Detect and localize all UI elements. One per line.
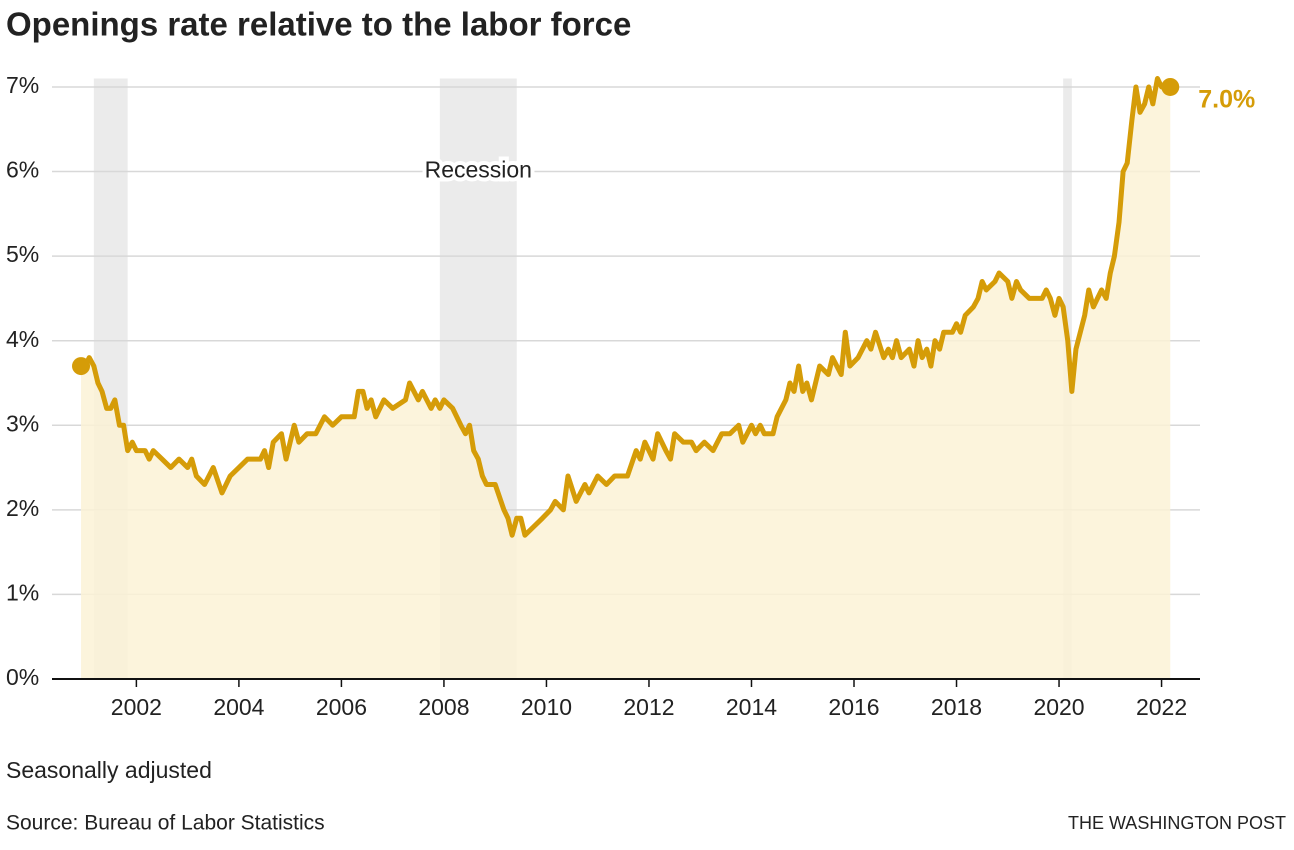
y-tick-label: 5%	[6, 241, 39, 267]
y-tick-label: 1%	[6, 580, 39, 606]
x-tick-label: 2022	[1136, 694, 1187, 720]
x-tick-label: 2012	[623, 694, 674, 720]
recession-label: Recession	[425, 157, 532, 183]
x-tick-label: 2004	[213, 694, 264, 720]
x-tick-label: 2006	[316, 694, 367, 720]
source: Source: Bureau of Labor Statistics	[6, 812, 325, 835]
chart-title: Openings rate relative to the labor forc…	[6, 6, 631, 43]
y-tick-label: 3%	[6, 410, 39, 436]
y-tick-label: 0%	[6, 664, 39, 690]
credit: THE WASHINGTON POST	[1068, 813, 1286, 833]
line	[81, 76, 1171, 538]
y-tick-label: 2%	[6, 495, 39, 521]
x-tick-label: 2014	[726, 694, 777, 720]
y-tick-label: 6%	[6, 157, 39, 183]
y-tick-label: 7%	[6, 72, 39, 98]
x-tick-label: 2010	[521, 694, 572, 720]
x-tick-label: 2008	[418, 694, 469, 720]
subtitle: Seasonally adjusted	[6, 757, 212, 783]
x-tick-label: 2016	[828, 694, 879, 720]
annotation: 7.0%	[1198, 86, 1255, 114]
x-tick-label: 2018	[931, 694, 982, 720]
end-dot	[72, 357, 91, 376]
end-dot	[1161, 77, 1180, 96]
x-tick-label: 2020	[1033, 694, 1084, 720]
y-tick-label: 4%	[6, 326, 39, 352]
x-tick-label: 2002	[111, 694, 162, 720]
area	[81, 78, 1171, 679]
